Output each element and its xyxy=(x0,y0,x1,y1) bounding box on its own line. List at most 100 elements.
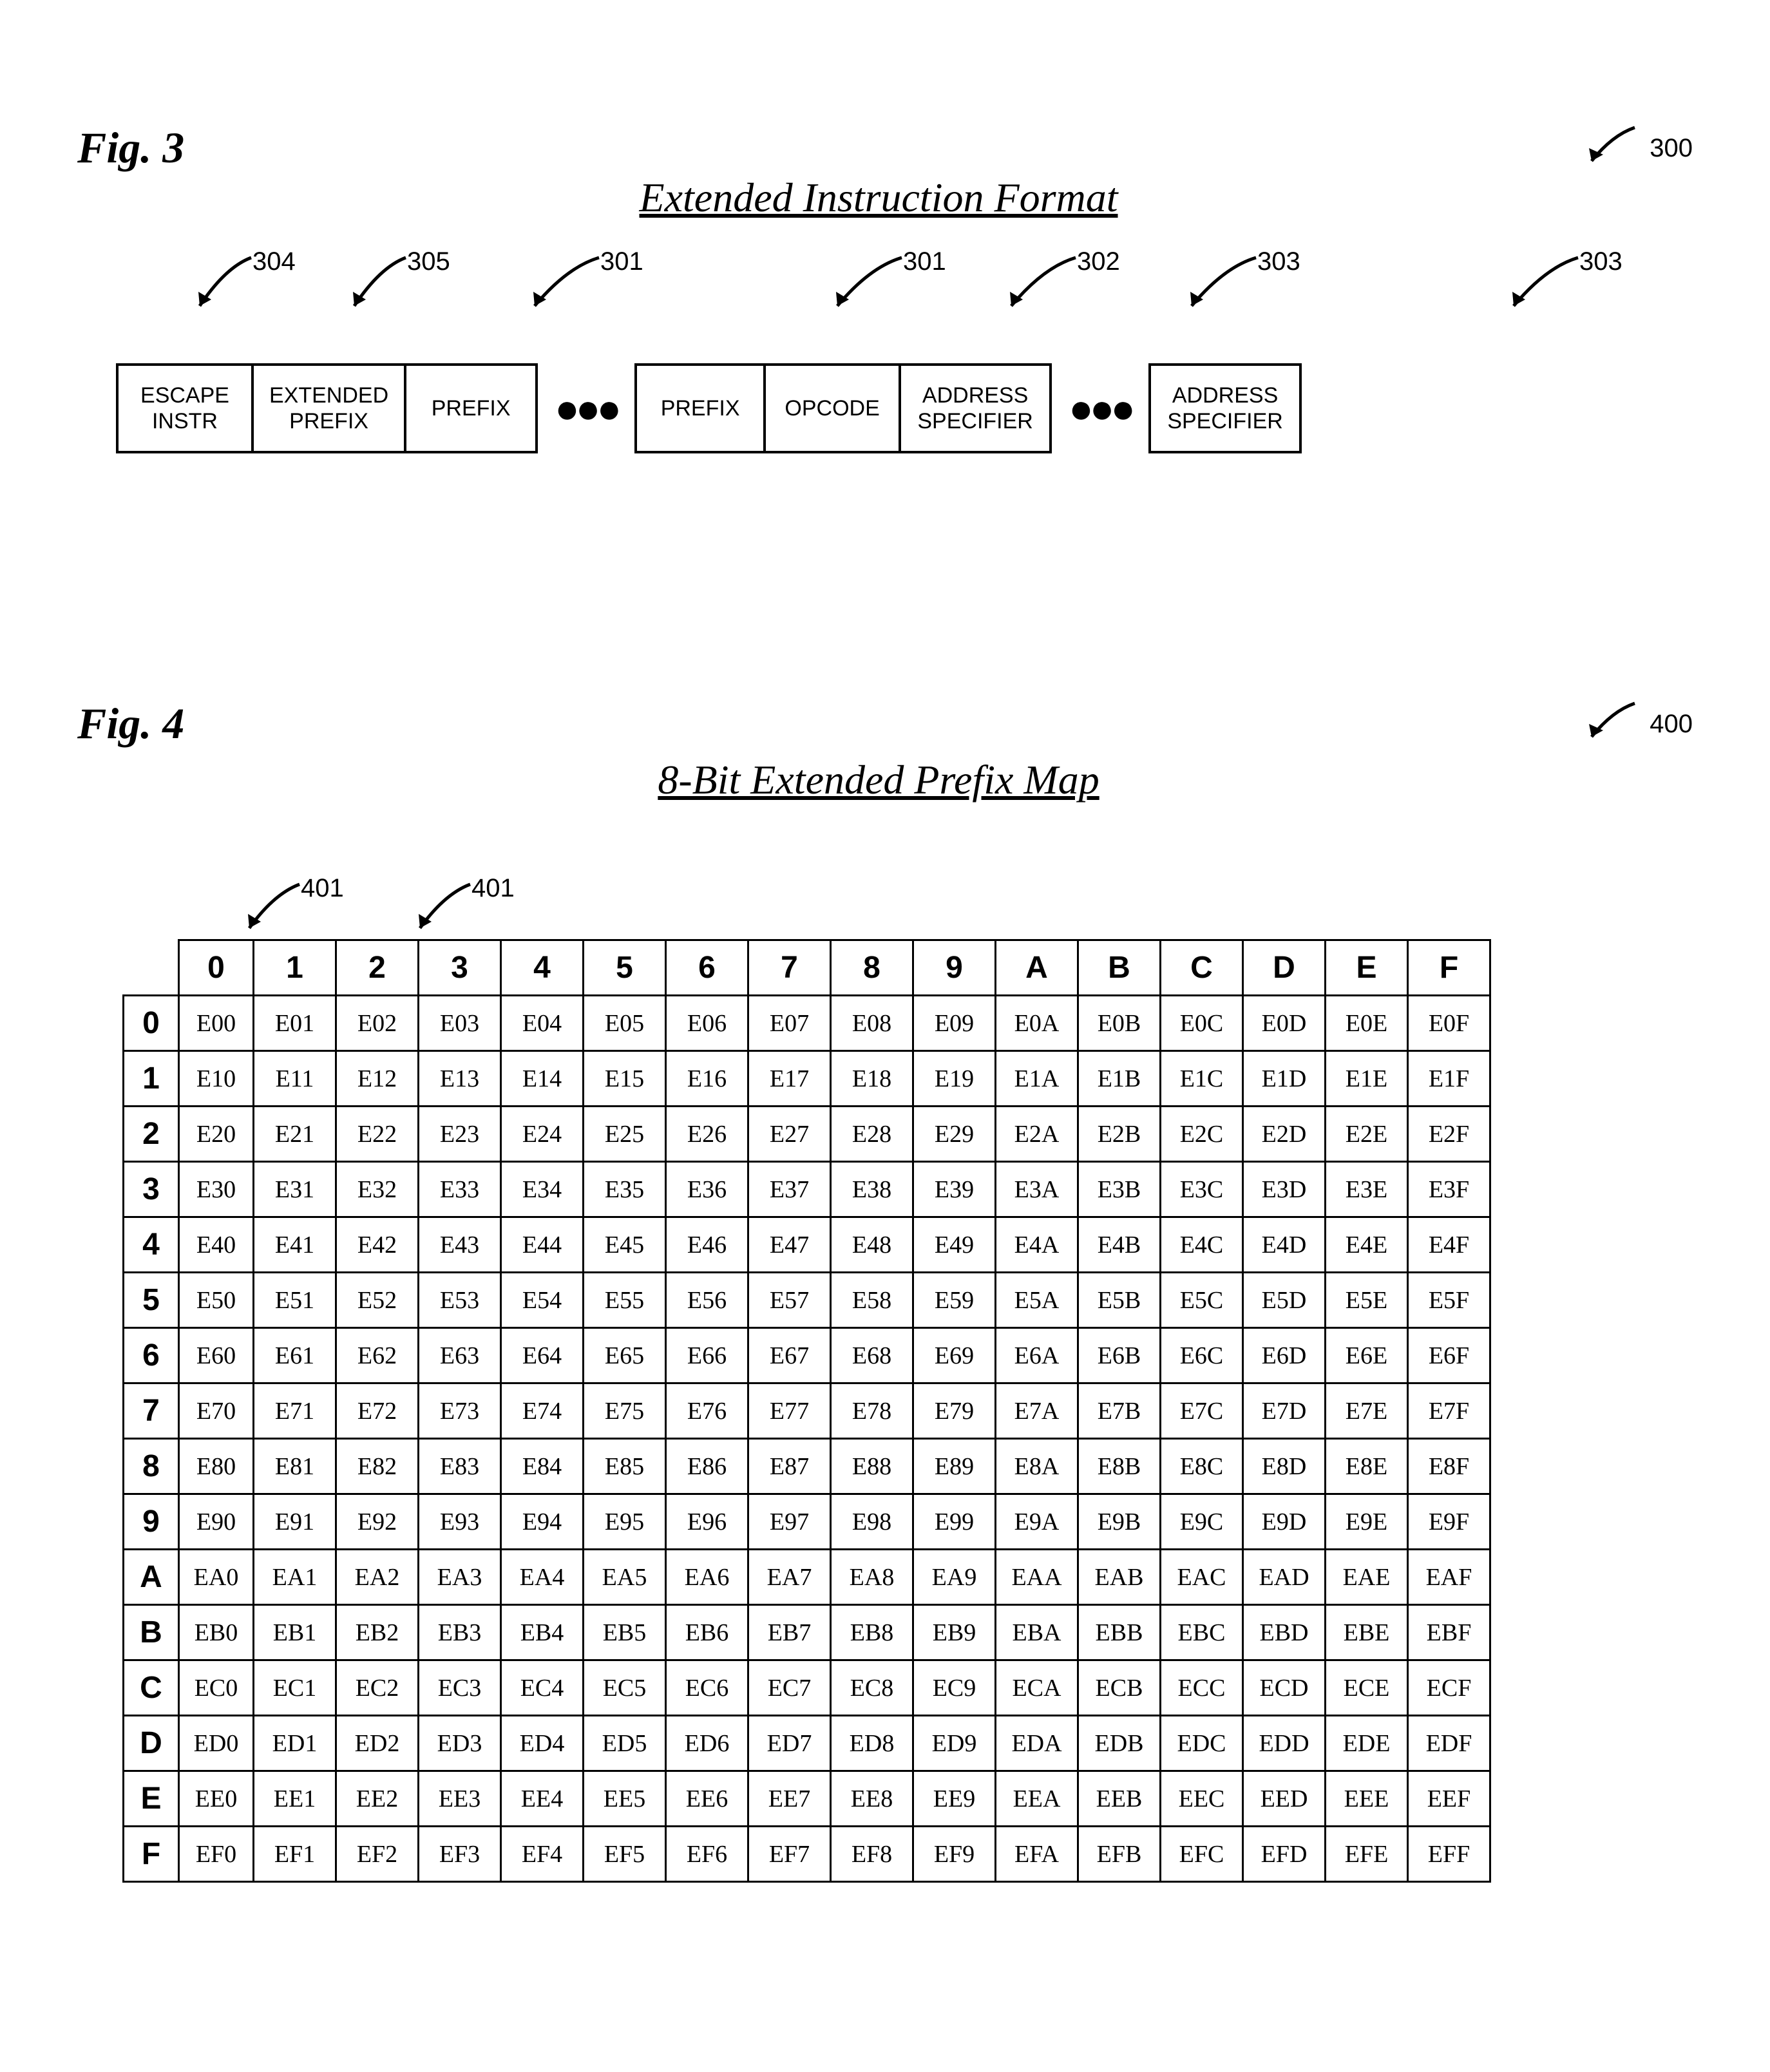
table-cell: EA4 xyxy=(501,1550,584,1605)
table-cell: E8C xyxy=(1161,1439,1243,1494)
address-specifier-box-1: ADDRESS SPECIFIER xyxy=(901,366,1049,451)
table-cell: E24 xyxy=(501,1107,584,1162)
table-cell: E2E xyxy=(1326,1107,1408,1162)
table-cell: ED1 xyxy=(254,1716,336,1771)
col-header: D xyxy=(1243,940,1326,996)
table-cell: E98 xyxy=(831,1494,913,1550)
col-header: 3 xyxy=(419,940,501,996)
table-cell: EEF xyxy=(1408,1771,1490,1827)
table-cell: E29 xyxy=(913,1107,996,1162)
table-cell: E07 xyxy=(748,996,831,1051)
table-cell: E1D xyxy=(1243,1051,1326,1107)
table-cell: E84 xyxy=(501,1439,584,1494)
col-header: 9 xyxy=(913,940,996,996)
table-cell: E6A xyxy=(996,1328,1078,1383)
table-cell: E28 xyxy=(831,1107,913,1162)
table-cell: ECB xyxy=(1078,1660,1161,1716)
table-cell: E59 xyxy=(913,1273,996,1328)
table-cell: EBF xyxy=(1408,1605,1490,1660)
col-header: C xyxy=(1161,940,1243,996)
table-cell: E06 xyxy=(666,996,748,1051)
ellipsis-1: ●●● xyxy=(538,385,634,432)
table-cell: E26 xyxy=(666,1107,748,1162)
table-cell: E9F xyxy=(1408,1494,1490,1550)
figure-3: Fig. 3 Extended Instruction Format 300 E… xyxy=(77,129,1680,453)
table-cell: E44 xyxy=(501,1217,584,1273)
table-cell: E7A xyxy=(996,1383,1078,1439)
col-header: 2 xyxy=(336,940,419,996)
table-cell: EFA xyxy=(996,1827,1078,1882)
table-cell: E68 xyxy=(831,1328,913,1383)
table-cell: ECE xyxy=(1326,1660,1408,1716)
table-cell: E4D xyxy=(1243,1217,1326,1273)
prefix-box-2: PREFIX xyxy=(637,366,766,451)
table-cell: EA6 xyxy=(666,1550,748,1605)
table-cell: E03 xyxy=(419,996,501,1051)
table-cell: EE9 xyxy=(913,1771,996,1827)
table-cell: EB5 xyxy=(584,1605,666,1660)
table-cell: E7C xyxy=(1161,1383,1243,1439)
table-cell: EB7 xyxy=(748,1605,831,1660)
table-cell: EA1 xyxy=(254,1550,336,1605)
table-cell: EC1 xyxy=(254,1660,336,1716)
table-cell: EDA xyxy=(996,1716,1078,1771)
table-cell: EB4 xyxy=(501,1605,584,1660)
table-cell: EB6 xyxy=(666,1605,748,1660)
row-header: B xyxy=(124,1605,179,1660)
table-cell: E18 xyxy=(831,1051,913,1107)
table-cell: EE4 xyxy=(501,1771,584,1827)
table-cell: E96 xyxy=(666,1494,748,1550)
col-header: E xyxy=(1326,940,1408,996)
row-header: 0 xyxy=(124,996,179,1051)
table-cell: ED6 xyxy=(666,1716,748,1771)
table-cell: E43 xyxy=(419,1217,501,1273)
table-cell: EC7 xyxy=(748,1660,831,1716)
figure-4-label: Fig. 4 xyxy=(77,698,184,749)
table-cell: E8F xyxy=(1408,1439,1490,1494)
table-cell: E20 xyxy=(179,1107,254,1162)
row-header: F xyxy=(124,1827,179,1882)
table-cell: E0D xyxy=(1243,996,1326,1051)
table-cell: E4A xyxy=(996,1217,1078,1273)
table-cell: E5F xyxy=(1408,1273,1490,1328)
table-cell: E94 xyxy=(501,1494,584,1550)
address-specifier-box-2: ADDRESS SPECIFIER xyxy=(1151,366,1299,451)
table-cell: EFB xyxy=(1078,1827,1161,1882)
table-cell: E3A xyxy=(996,1162,1078,1217)
row-header: 2 xyxy=(124,1107,179,1162)
table-cell: E2B xyxy=(1078,1107,1161,1162)
table-cell: EA5 xyxy=(584,1550,666,1605)
table-cell: EBA xyxy=(996,1605,1078,1660)
table-cell: E1F xyxy=(1408,1051,1490,1107)
table-cell: E52 xyxy=(336,1273,419,1328)
table-cell: E04 xyxy=(501,996,584,1051)
table-cell: E6D xyxy=(1243,1328,1326,1383)
table-cell: EF3 xyxy=(419,1827,501,1882)
figure-3-label: Fig. 3 xyxy=(77,122,184,173)
col-header: 1 xyxy=(254,940,336,996)
table-cell: E0E xyxy=(1326,996,1408,1051)
table-cell: EEC xyxy=(1161,1771,1243,1827)
table-cell: E4C xyxy=(1161,1217,1243,1273)
callout-303-right-num: 303 xyxy=(1579,247,1622,276)
opcode-box: OPCODE xyxy=(766,366,901,451)
table-cell: E6F xyxy=(1408,1328,1490,1383)
table-cell: EF8 xyxy=(831,1827,913,1882)
callout-401-a-num: 401 xyxy=(301,874,344,903)
table-cell: E90 xyxy=(179,1494,254,1550)
figure-4: Fig. 4 8-Bit Extended Prefix Map 400 401 xyxy=(77,698,1680,1883)
table-cell: E89 xyxy=(913,1439,996,1494)
row-header: 1 xyxy=(124,1051,179,1107)
table-cell: EF6 xyxy=(666,1827,748,1882)
table-cell: EA0 xyxy=(179,1550,254,1605)
table-cell: E02 xyxy=(336,996,419,1051)
table-cell: E09 xyxy=(913,996,996,1051)
row-header: 7 xyxy=(124,1383,179,1439)
table-cell: E9D xyxy=(1243,1494,1326,1550)
table-cell: EDB xyxy=(1078,1716,1161,1771)
table-cell: E15 xyxy=(584,1051,666,1107)
figure-4-title: 8-Bit Extended Prefix Map xyxy=(77,698,1680,804)
page: Fig. 3 Extended Instruction Format 300 E… xyxy=(0,0,1770,2011)
escape-instr-box: ESCAPE INSTR xyxy=(119,366,254,451)
table-cell: E1B xyxy=(1078,1051,1161,1107)
